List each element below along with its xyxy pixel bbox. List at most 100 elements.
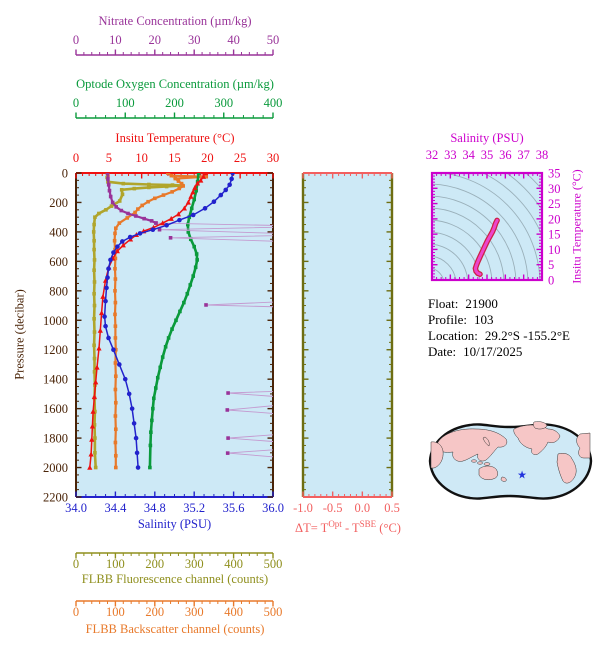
svg-text:100: 100 — [106, 557, 125, 571]
svg-text:36.0: 36.0 — [262, 501, 284, 515]
svg-text:20: 20 — [149, 33, 162, 47]
series-nitrate-deep — [154, 221, 273, 458]
svg-text:0: 0 — [62, 167, 68, 181]
ts-salinity-axis-title: Salinity (PSU) — [450, 131, 524, 145]
main-plot-area — [76, 173, 273, 497]
svg-text:35.2: 35.2 — [183, 501, 205, 515]
svg-text:2000: 2000 — [43, 461, 68, 475]
profile-row: Profile: 103 — [428, 312, 570, 328]
delta-t-title-part: (°C) — [376, 521, 401, 536]
svg-text:30: 30 — [267, 151, 280, 165]
svg-text:34.0: 34.0 — [65, 501, 87, 515]
svg-text:32: 32 — [426, 148, 439, 162]
delta-t-frame — [301, 172, 394, 498]
svg-text:20: 20 — [548, 212, 561, 226]
land-new-guinea — [483, 462, 491, 466]
map-land — [430, 421, 591, 484]
delta-t-axis-title: ΔT= TOpt - TSBE (°C) — [262, 517, 434, 536]
svg-text:-0.5: -0.5 — [323, 501, 343, 515]
temperature-axis-title: Insitu Temperature (°C) — [115, 131, 235, 145]
svg-text:300: 300 — [185, 557, 204, 571]
svg-text:200: 200 — [165, 96, 184, 110]
svg-text:35: 35 — [548, 167, 561, 181]
svg-text:33: 33 — [444, 148, 457, 162]
svg-text:50: 50 — [267, 33, 280, 47]
svg-text:0: 0 — [73, 96, 79, 110]
svg-text:200: 200 — [49, 196, 68, 210]
location-label: Location: — [428, 328, 478, 343]
delta-t-plot-area — [303, 173, 392, 497]
svg-text:800: 800 — [49, 284, 68, 298]
svg-text:37: 37 — [517, 148, 530, 162]
land-north-america — [513, 424, 561, 455]
nitrate-axis-title: Nitrate Concentration (µm/kg) — [98, 14, 252, 28]
svg-text:10: 10 — [109, 33, 122, 47]
land-eurasia — [435, 428, 508, 462]
svg-text:300: 300 — [214, 96, 233, 110]
svg-text:500: 500 — [264, 557, 283, 571]
svg-text:30: 30 — [548, 182, 561, 196]
svg-text:0: 0 — [73, 151, 79, 165]
svg-text:5: 5 — [548, 258, 554, 272]
svg-text:1600: 1600 — [43, 402, 68, 416]
svg-text:300: 300 — [185, 605, 204, 619]
svg-text:600: 600 — [49, 255, 68, 269]
svg-text:34.4: 34.4 — [104, 501, 127, 515]
svg-text:200: 200 — [145, 605, 164, 619]
world-map: ★ — [428, 421, 593, 500]
svg-text:34.8: 34.8 — [144, 501, 166, 515]
svg-text:38: 38 — [536, 148, 549, 162]
profile-value: 103 — [474, 312, 494, 327]
location-value: 29.2°S -155.2°E — [484, 328, 570, 343]
profile-label: Profile: — [428, 312, 467, 327]
float-id-label: Float: — [428, 296, 459, 311]
svg-text:25: 25 — [548, 197, 561, 211]
svg-text:1400: 1400 — [43, 373, 68, 387]
svg-text:-1.0: -1.0 — [293, 501, 313, 515]
delta-t-title-part: ΔT= T — [295, 521, 329, 536]
float-location-star: ★ — [517, 470, 527, 482]
svg-text:5: 5 — [106, 151, 112, 165]
float-id-value: 21900 — [465, 296, 498, 311]
svg-text:400: 400 — [224, 605, 243, 619]
svg-text:0: 0 — [73, 605, 79, 619]
salinity-axis-title: Salinity (PSU) — [137, 517, 212, 531]
land-indonesia-2 — [477, 461, 483, 465]
svg-text:2200: 2200 — [43, 491, 68, 505]
land-japan — [482, 436, 490, 447]
oxygen-axis-title: Optode Oxygen Concentration (µm/kg) — [76, 77, 274, 91]
svg-text:200: 200 — [145, 557, 164, 571]
svg-text:25: 25 — [234, 151, 247, 165]
svg-text:40: 40 — [227, 33, 240, 47]
svg-text:15: 15 — [168, 151, 181, 165]
series-temperature — [87, 173, 208, 470]
svg-text:400: 400 — [224, 557, 243, 571]
land-africa-left — [430, 441, 444, 469]
series-oxygen — [148, 173, 201, 470]
series-salinity — [102, 173, 235, 470]
svg-text:30: 30 — [188, 33, 201, 47]
pressure-axis-title: Pressure (decibar) — [12, 289, 27, 380]
ts-temperature-axis-title: Insitu Temperature (°C) — [569, 169, 584, 284]
svg-text:0: 0 — [73, 557, 79, 571]
svg-text:10: 10 — [135, 151, 148, 165]
svg-text:0.5: 0.5 — [384, 501, 400, 515]
fluorescence-axis-title: FLBB Fluorescence channel (counts) — [81, 572, 269, 586]
ts-profile-curve — [472, 217, 500, 277]
svg-text:100: 100 — [116, 96, 135, 110]
svg-text:35.6: 35.6 — [223, 501, 245, 515]
svg-text:1000: 1000 — [43, 314, 68, 328]
land-africa-right — [576, 432, 591, 459]
svg-text:1800: 1800 — [43, 432, 68, 446]
svg-text:34: 34 — [462, 148, 475, 162]
svg-text:500: 500 — [264, 605, 283, 619]
svg-text:100: 100 — [106, 605, 125, 619]
delta-t-title-sup-sbe: SBE — [359, 519, 377, 529]
float-id-row: Float: 21900 — [428, 296, 570, 312]
land-new-zealand — [500, 476, 507, 482]
svg-text:400: 400 — [49, 225, 68, 239]
land-south-america — [556, 452, 577, 484]
svg-text:36: 36 — [499, 148, 512, 162]
